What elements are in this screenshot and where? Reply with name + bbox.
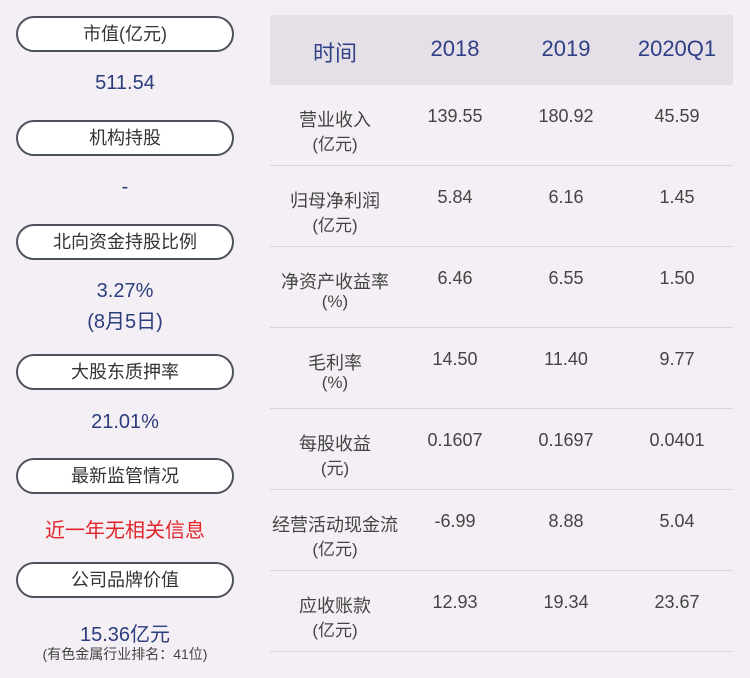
table-header-cell: 2019 <box>541 36 591 61</box>
table-value: 45.59 <box>654 106 700 126</box>
metric-value: 3.27% <box>96 280 154 302</box>
table-value: -6.99 <box>434 511 476 531</box>
metric-value: - <box>121 176 129 198</box>
row-separator <box>270 651 733 652</box>
table-value: 8.88 <box>548 511 584 531</box>
row-separator <box>270 489 733 490</box>
metric-value: 近一年无相关信息 <box>45 520 205 542</box>
metric-value: 15.36亿元 <box>79 624 171 646</box>
table-header-band <box>270 15 733 85</box>
row-label: (元) <box>320 459 350 478</box>
metric-label: 市值(亿元) <box>16 16 234 52</box>
row-separator <box>270 165 733 166</box>
metric-value: 21.01% <box>91 411 159 433</box>
row-label: (亿元) <box>312 216 358 235</box>
table-value: 6.16 <box>548 187 584 207</box>
row-separator <box>270 327 733 328</box>
table-value: 0.1697 <box>538 430 594 450</box>
table-value: 180.92 <box>538 106 594 126</box>
metric-label: 北向资金持股比例 <box>16 224 234 260</box>
table-value: 1.50 <box>659 268 695 288</box>
table-value: 139.55 <box>427 106 483 126</box>
table-value: 6.55 <box>548 268 584 288</box>
table-value: 19.34 <box>543 592 589 612</box>
row-label: 净资产收益率 <box>281 272 389 292</box>
row-label: 每股收益 <box>299 434 371 454</box>
metric-value: 511.54 <box>95 72 155 94</box>
metric-detail: (8月5日) <box>87 311 163 333</box>
row-separator <box>270 408 733 409</box>
table-value: 5.84 <box>437 187 473 207</box>
row-label: (亿元) <box>312 540 358 559</box>
row-label: 经营活动现金流 <box>272 515 398 535</box>
row-label: (%) <box>321 292 349 311</box>
row-separator <box>270 246 733 247</box>
metric-note: (有色金属行业排名：41位) <box>42 646 208 662</box>
row-label: (亿元) <box>312 621 358 640</box>
metric-label: 机构持股 <box>16 120 234 156</box>
metric-label: 公司品牌价值 <box>16 562 234 598</box>
table-value: 12.93 <box>432 592 478 612</box>
table-header-cell: 2020Q1 <box>637 36 717 61</box>
table-value: 0.1607 <box>427 430 483 450</box>
table-value: 9.77 <box>659 349 695 369</box>
table-value: 5.04 <box>659 511 695 531</box>
table-header-cell: 2018 <box>430 36 480 61</box>
row-label: (亿元) <box>312 135 358 154</box>
row-label: 毛利率 <box>308 353 362 373</box>
table-header-cell: 时间 <box>312 41 357 66</box>
table-value: 11.40 <box>544 349 588 369</box>
row-label: 营业收入 <box>299 110 371 130</box>
row-label: (%) <box>321 373 349 392</box>
table-value: 14.50 <box>432 349 478 369</box>
table-value: 6.46 <box>437 268 473 288</box>
row-separator <box>270 570 733 571</box>
metric-label: 最新监管情况 <box>16 458 234 494</box>
table-value: 0.0401 <box>649 430 705 450</box>
table-value: 23.67 <box>654 592 700 612</box>
table-value: 1.45 <box>659 187 695 207</box>
row-label: 归母净利润 <box>290 191 380 211</box>
metric-label: 大股东质押率 <box>16 354 234 390</box>
row-label: 应收账款 <box>299 596 371 616</box>
